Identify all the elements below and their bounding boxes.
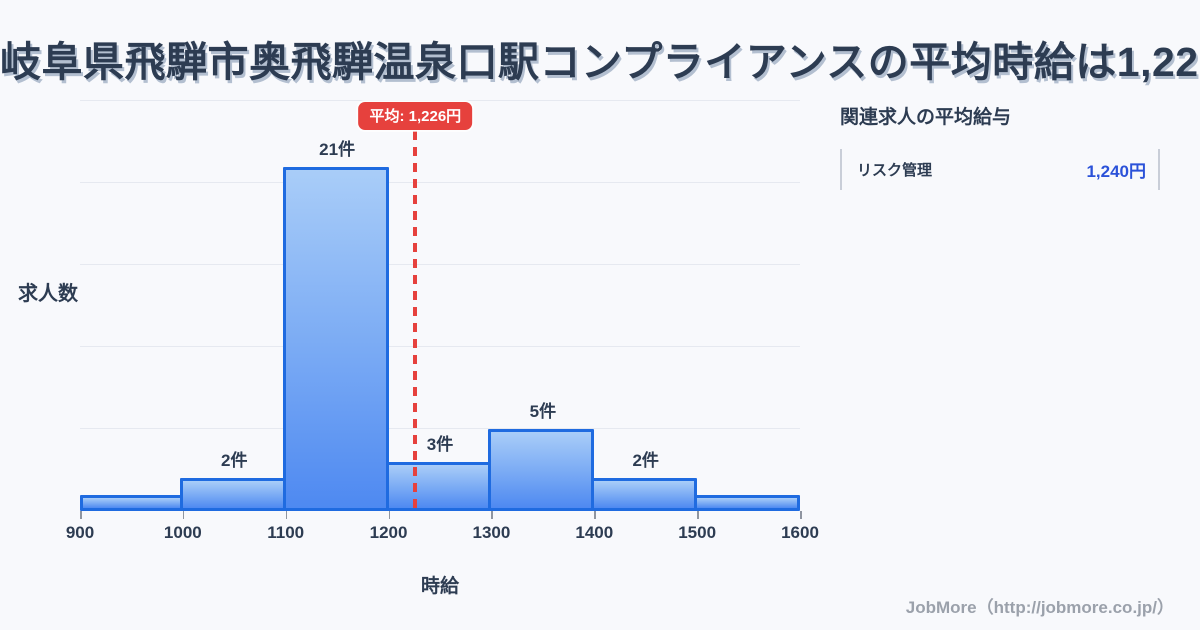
x-axis-tick-label: 1000: [163, 523, 202, 542]
related-jobs-rows: リスク管理 1,240円: [840, 149, 1160, 190]
x-axis-title: 時給: [420, 576, 459, 597]
x-axis-tick: [80, 511, 82, 519]
gridline: [80, 346, 800, 347]
x-axis-tick-label: 1200: [369, 523, 408, 542]
histogram-bar: [694, 494, 800, 511]
x-axis-tick-label: 1300: [472, 523, 511, 542]
x-axis-tick: [800, 511, 802, 519]
histogram-bar: [179, 478, 286, 511]
bar-count-label: 5件: [529, 402, 557, 421]
x-axis-tick-label: 900: [65, 523, 95, 542]
gridline: [80, 100, 800, 101]
site-credit: JobMore（http://jobmore.co.jp/）: [905, 598, 1174, 617]
related-job-row: リスク管理 1,240円: [840, 149, 1160, 190]
page-title: 岐阜県飛騨市奥飛騨温泉口駅コンプライアンスの平均時給は1,226円: [0, 39, 1200, 85]
average-badge: 平均: 1,226円: [358, 102, 473, 130]
x-axis-tick: [697, 511, 699, 519]
average-line: [413, 131, 418, 511]
x-axis-tick-label: 1500: [678, 523, 717, 542]
related-job-value: 1,240円: [1086, 162, 1146, 181]
x-axis-tick: [182, 511, 185, 519]
x-axis-tick: [285, 511, 288, 519]
x-axis-tick-label: 1600: [781, 523, 819, 542]
related-jobs-heading: 関連求人の平均給与: [840, 107, 1012, 128]
histogram-bar: [488, 429, 595, 511]
bar-count-label: 2件: [221, 451, 248, 471]
bar-count-label: 3件: [426, 434, 454, 454]
x-axis-tick: [491, 511, 493, 519]
histogram-bar: [385, 461, 492, 511]
related-jobs-panel: 関連求人の平均給与 リスク管理 1,240円: [840, 102, 1160, 190]
y-axis-title: 求人数: [18, 283, 78, 305]
gridline: [80, 182, 800, 183]
histogram-bar: [591, 478, 698, 511]
x-axis-tick-label: 1100: [267, 523, 305, 542]
x-axis-tick: [594, 511, 596, 519]
gridline: [80, 264, 800, 265]
histogram-plot: 2件 21件 3件 5件 2件 900 1000 1100 1200 1300 1400 1500 16…: [66, 100, 819, 542]
histogram-bar: [282, 166, 389, 511]
bar-count-label: 21件: [319, 139, 356, 159]
x-axis-tick: [388, 511, 391, 519]
x-axis-tick-label: 1400: [575, 523, 614, 542]
gridline: [80, 428, 800, 429]
histogram-bar: [80, 494, 183, 511]
bar-count-label: 2件: [632, 451, 659, 471]
related-job-label: リスク管理: [857, 162, 933, 179]
